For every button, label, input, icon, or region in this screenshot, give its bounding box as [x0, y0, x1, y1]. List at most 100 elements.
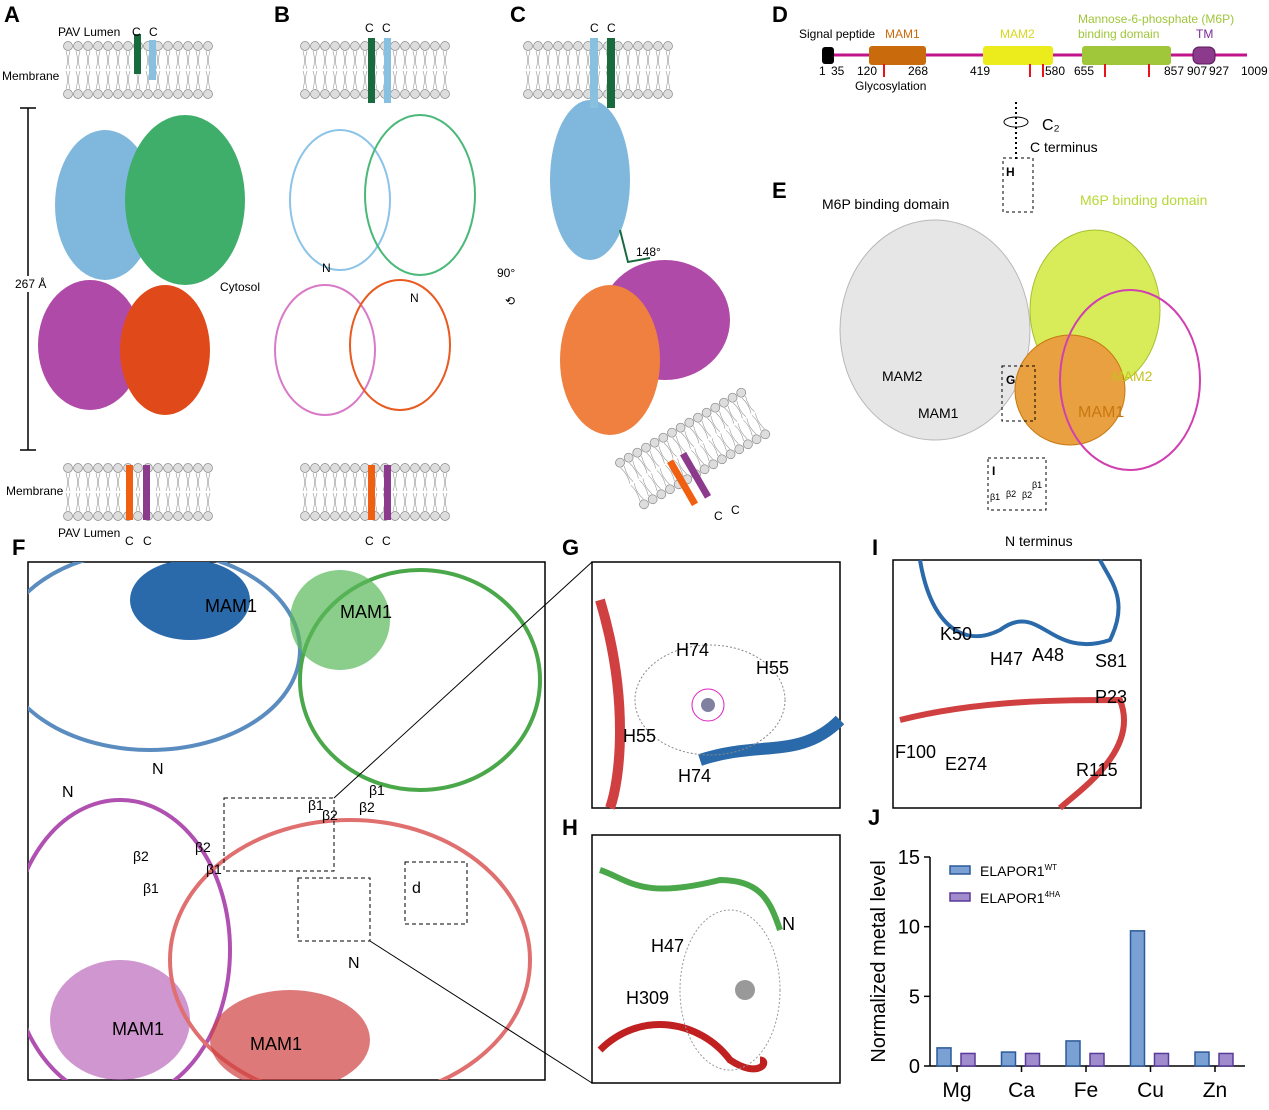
bar-ca-wt: [1000, 1051, 1017, 1067]
residue-label: H74: [676, 640, 709, 660]
mam1-domain: [869, 46, 926, 65]
mam2-right-label: MAM2: [1112, 368, 1153, 384]
box-g-label: G: [1006, 373, 1015, 387]
structure-label: β2: [322, 807, 338, 823]
structure-label: MAM1: [112, 1019, 164, 1039]
length-label: 267 Å: [15, 276, 46, 291]
density-orange: [120, 285, 210, 415]
bar-ca-4ha: [1024, 1052, 1041, 1067]
m6p-right-label: M6P binding domain: [1080, 192, 1207, 208]
angle-label: 148°: [636, 245, 661, 259]
mam1-label: MAM1: [885, 27, 920, 41]
c-label: C: [365, 21, 374, 35]
panel-letter-f: F: [12, 535, 25, 560]
structure-label: N: [62, 784, 74, 801]
panel-letter-c: C: [510, 2, 526, 27]
n-label: N: [322, 261, 331, 275]
residue-label: P23: [1095, 687, 1127, 707]
beta-label: β1: [990, 492, 1000, 502]
c-label: C: [382, 21, 391, 35]
box-i-label: I: [992, 464, 995, 478]
panel-c: C C 90° ⟲ 148° C C: [497, 21, 740, 523]
structure-label: MAM1: [205, 596, 257, 616]
beta-label: β2: [1022, 490, 1032, 500]
legend-label: ELAPOR14HA: [980, 890, 1061, 906]
residue-label: H47: [651, 936, 684, 956]
structure-label: MAM1: [340, 602, 392, 622]
rotation-label: 90°: [497, 266, 515, 280]
c-label: C: [149, 25, 158, 39]
bar-fe-4ha: [1089, 1052, 1105, 1067]
residue-label: S81: [1095, 651, 1127, 671]
bar-zn-wt: [1194, 1051, 1210, 1067]
panel-letter-g: G: [562, 535, 579, 560]
structure-label: d: [412, 880, 421, 897]
m6p-domain: [1082, 46, 1171, 65]
residue-label: K50: [940, 624, 972, 644]
beta-label: β1: [1032, 480, 1042, 490]
structure-label: β1: [143, 880, 159, 896]
y-axis-label: Normalized metal level: [868, 860, 890, 1062]
structure-label: β1: [308, 797, 324, 813]
n-label: N: [410, 291, 419, 305]
c2-axis-label: C₂: [1042, 117, 1060, 134]
structure-label: β2: [359, 799, 375, 815]
beta-label: β2: [1006, 489, 1016, 499]
residue-label: H55: [623, 726, 656, 746]
panel-d-domain-map: Signal peptide MAM1 MAM2 Mannose-6-phosp…: [799, 12, 1268, 93]
structure-label: β1: [206, 861, 222, 877]
legend-label: ELAPOR1WT: [980, 863, 1057, 879]
c-label: C: [143, 534, 152, 548]
m6p-label: Mannose-6-phosphate (M6P): [1078, 12, 1234, 26]
position-label: 419: [970, 64, 990, 78]
structure-label: MAM1: [250, 1034, 302, 1054]
residue-label: N: [782, 914, 795, 934]
residue-label: R115: [1076, 760, 1118, 780]
signal-label: Signal peptide: [799, 27, 875, 41]
position-label: 857: [1164, 64, 1184, 78]
panel-i: K50 H47 A48 S81 P23 F100 E274 R115: [892, 559, 1142, 811]
c-terminus-label: C terminus: [1030, 139, 1098, 155]
panel-e: C₂ C terminus N terminus M6P binding dom…: [822, 102, 1207, 549]
tm-domain: [1192, 46, 1216, 65]
lipid-membrane: [615, 387, 771, 510]
bar-zn-4ha: [1218, 1052, 1234, 1067]
residue-label: H309: [626, 988, 669, 1008]
structure-label: β2: [195, 839, 211, 855]
structure-label: N: [152, 761, 164, 778]
x-tick-label: Mg: [942, 1079, 971, 1102]
legend-swatch: [949, 892, 971, 902]
legend-swatch: [949, 865, 971, 875]
x-tick-label: Zn: [1203, 1079, 1228, 1102]
c-label: C: [731, 503, 740, 517]
box-h-label: H: [1006, 165, 1015, 179]
mam1-left-label: MAM1: [918, 405, 959, 421]
lumen-label-bottom: PAV Lumen: [58, 526, 120, 540]
bar-mg-wt: [936, 1047, 952, 1067]
position-label: 1: [819, 64, 826, 78]
panel-letter-a: A: [4, 2, 20, 27]
y-tick-label: 5: [909, 986, 920, 1008]
panel-letter-d: D: [772, 2, 788, 27]
residue-label: H74: [678, 766, 711, 786]
residue-label: H47: [990, 649, 1023, 669]
panel-h: H47 H309 N: [591, 834, 841, 1084]
x-tick-label: Ca: [1008, 1079, 1035, 1102]
membranes: [63, 41, 771, 521]
tm-label: TM: [1196, 27, 1213, 41]
panel-g: H74 H55 H55 H74: [591, 561, 845, 810]
glycosylation-label: Glycosylation: [855, 79, 926, 93]
density-green: [125, 115, 245, 285]
c-label: C: [132, 25, 141, 39]
m6p-label: binding domain: [1078, 27, 1159, 41]
membrane-label-top: Membrane: [2, 69, 60, 83]
mam2-left-label: MAM2: [882, 368, 923, 384]
position-label: 120: [857, 64, 877, 78]
residue-label: A48: [1032, 645, 1064, 665]
mam2-domain: [983, 46, 1053, 65]
mam2-label: MAM2: [1000, 27, 1035, 41]
lipid-membrane: [300, 41, 450, 99]
structure-label: β1: [369, 782, 385, 798]
